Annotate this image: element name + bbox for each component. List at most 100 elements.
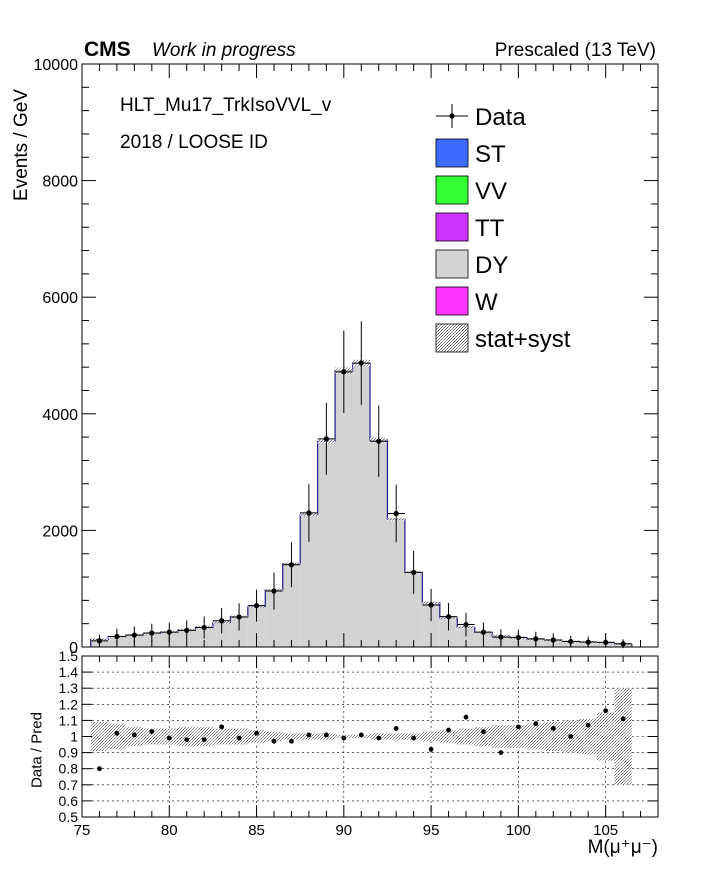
- ratio-point: [97, 766, 102, 772]
- ratio-point: [411, 735, 417, 741]
- data-point: [253, 603, 260, 609]
- bottom-y-axis-title: Data / Pred: [28, 712, 46, 788]
- energy-label: Prescaled (13 TeV): [494, 40, 656, 61]
- ratio-point: [341, 735, 347, 741]
- legend-swatch: [435, 175, 469, 205]
- ratio-band: [195, 726, 213, 747]
- ratio-point: [236, 735, 242, 741]
- y-tick-label: 8000: [42, 174, 78, 191]
- ratio-point: [184, 737, 190, 743]
- ratio-band: [265, 731, 283, 742]
- ratio-point: [568, 734, 574, 739]
- data-point: [306, 510, 312, 516]
- ratio-band: [579, 718, 597, 755]
- data-point: [428, 602, 434, 608]
- ratio-band: [282, 733, 301, 740]
- ratio-point: [271, 738, 277, 744]
- ratio-point: [428, 746, 434, 752]
- ratio-point: [585, 722, 591, 728]
- prediction-bar: [265, 589, 283, 647]
- ratio-point: [358, 732, 364, 738]
- ratio-y-tick-label: 0.9: [59, 745, 79, 761]
- prediction-bar: [387, 519, 405, 647]
- ratio-point: [149, 729, 155, 735]
- data-point: [480, 629, 487, 635]
- data-point: [288, 562, 295, 568]
- legend-swatch: [435, 138, 469, 168]
- x-tick-label: 105: [593, 822, 618, 839]
- ratio-band: [247, 730, 266, 743]
- data-point: [411, 569, 417, 575]
- ratio-point: [620, 716, 626, 722]
- ratio-point: [289, 738, 294, 744]
- ratio-band: [596, 712, 615, 761]
- ratio-band: [544, 722, 562, 751]
- experiment-label: CMS: [84, 38, 131, 61]
- data-point: [498, 634, 504, 640]
- legend-marker: [449, 113, 455, 119]
- ratio-point: [550, 726, 556, 731]
- ratio-point: [533, 721, 539, 727]
- ratio-band: [143, 728, 161, 745]
- ratio-y-tick-label: 1.4: [59, 664, 79, 680]
- data-point: [166, 629, 172, 635]
- data-point: [323, 436, 329, 442]
- data-point: [114, 633, 120, 640]
- ratio-y-tick-label: 0.6: [59, 793, 79, 809]
- ratio-y-tick-label: 1.3: [59, 680, 79, 696]
- ratio-point: [201, 737, 207, 743]
- top-y-axis-title-box: Events / GeV: [2, 70, 42, 220]
- ratio-point: [376, 735, 382, 741]
- x-tick-label: 75: [74, 822, 91, 839]
- data-point: [341, 369, 347, 375]
- legend-label: W: [475, 289, 498, 316]
- x-tick-label: 100: [506, 822, 531, 839]
- legend-swatch: [435, 286, 469, 316]
- ratio-point: [515, 724, 521, 730]
- legend-label: VV: [475, 178, 507, 205]
- ratio-point: [114, 730, 120, 736]
- prediction-bar: [282, 563, 301, 647]
- ratio-point: [481, 729, 486, 735]
- legend-swatch: [435, 249, 469, 279]
- prediction-bar: [212, 622, 231, 647]
- legend-label: ST: [475, 141, 506, 168]
- ratio-band: [212, 728, 231, 745]
- data-point: [463, 621, 469, 628]
- prediction-bar: [422, 602, 440, 647]
- ratio-band: [178, 726, 196, 747]
- ratio-point: [498, 750, 504, 755]
- bottom-y-axis-title-box: Data / Pred: [22, 690, 52, 810]
- data-point: [393, 510, 399, 517]
- legend-swatch: [435, 212, 469, 242]
- ratio-point: [446, 727, 451, 733]
- ratio-band: [509, 725, 528, 748]
- y-tick-label: 2000: [42, 523, 78, 540]
- ratio-band: [457, 728, 475, 745]
- ratio-band: [614, 688, 632, 785]
- prediction-bar: [300, 514, 318, 647]
- ratio-y-tick-label: 1: [70, 729, 78, 745]
- data-point: [236, 614, 242, 620]
- ratio-point: [219, 724, 225, 730]
- legend-label: TT: [475, 215, 505, 242]
- data-point: [358, 360, 364, 366]
- x-axis-title: M(μ⁺μ⁻): [587, 837, 658, 858]
- y-tick-label: 4000: [42, 407, 78, 424]
- prediction-bar: [317, 441, 336, 647]
- ratio-band: [108, 723, 126, 750]
- ratio-point: [306, 732, 312, 738]
- prediction-bar: [247, 606, 266, 647]
- ratio-band: [422, 731, 440, 742]
- prediction-bar: [335, 370, 353, 647]
- x-tick-label: 85: [248, 822, 265, 839]
- ratio-y-tick-label: 1.2: [59, 696, 79, 712]
- trigger-label: HLT_Mu17_TrkIsoVVL_v: [120, 95, 332, 116]
- main-frame: [81, 63, 659, 648]
- prediction-bar: [370, 440, 388, 647]
- data-point: [533, 636, 539, 642]
- y-tick-label: 6000: [42, 290, 78, 307]
- data-point: [219, 618, 225, 624]
- legend-label: stat+syst: [475, 326, 571, 353]
